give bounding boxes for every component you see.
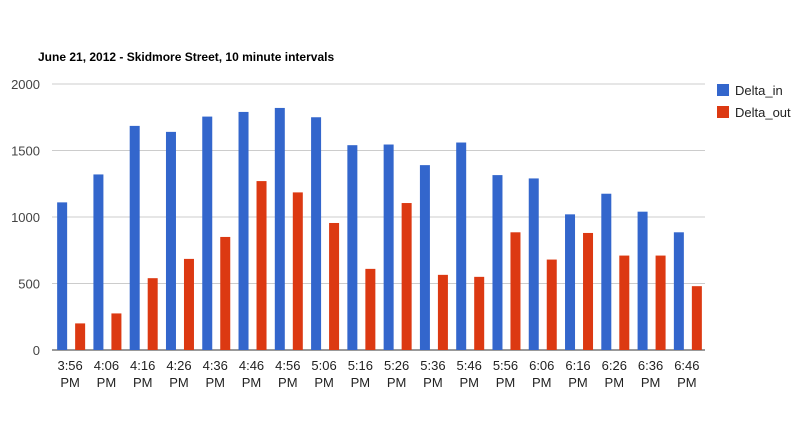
legend-swatch — [717, 84, 729, 96]
bar-delta-out — [474, 276, 485, 350]
bar-delta-in — [528, 178, 539, 350]
x-tick-label: 5:26 PM — [384, 358, 409, 390]
bar-delta-out — [147, 278, 158, 350]
bar-delta-out — [75, 323, 86, 350]
bar-delta-in — [165, 131, 176, 350]
bar-delta-in — [57, 202, 68, 350]
y-tick-label: 0 — [33, 343, 40, 358]
y-axis: 0 500 1000 1500 2000 — [11, 77, 40, 358]
legend: Delta_in Delta_out — [717, 83, 791, 120]
x-tick-label: 6:06 PM — [529, 358, 554, 390]
bar-delta-in — [637, 211, 648, 350]
bar-delta-out — [510, 232, 521, 350]
legend-label: Delta_in — [735, 83, 783, 98]
x-tick-label: 4:46 PM — [239, 358, 264, 390]
bar-delta-out — [292, 192, 303, 350]
bar-delta-in — [492, 175, 503, 350]
x-tick-label: 4:56 PM — [275, 358, 300, 390]
bar-delta-in — [129, 125, 140, 351]
bar-delta-out — [365, 268, 376, 350]
bar-delta-in — [274, 107, 285, 350]
bar-delta-out — [183, 258, 194, 350]
bar-delta-out — [220, 236, 231, 350]
gridlines — [52, 83, 705, 351]
x-axis: 3:56 PM 4:06 PM 4:16 PM 4:26 PM 4:36 PM 4:46 PM 4:56… — [57, 358, 699, 390]
bar-delta-out — [619, 255, 630, 350]
bar-delta-out — [437, 274, 448, 350]
x-tick-label: 3:56 PM — [57, 358, 82, 390]
bars — [57, 107, 702, 351]
y-tick-label: 2000 — [11, 77, 40, 92]
bar-delta-out — [329, 222, 340, 350]
x-tick-label: 6:26 PM — [602, 358, 627, 390]
bar-delta-out — [691, 286, 702, 350]
bar-delta-in — [93, 174, 104, 350]
bar-delta-out — [111, 313, 122, 350]
bar-delta-out — [655, 255, 666, 350]
y-tick-label: 1000 — [11, 210, 40, 225]
bar-delta-out — [546, 259, 557, 350]
x-tick-label: 4:36 PM — [203, 358, 228, 390]
y-tick-label: 1500 — [11, 144, 40, 159]
y-tick-label: 500 — [18, 277, 40, 292]
bar-delta-in — [202, 116, 213, 351]
bar-delta-in — [383, 144, 394, 350]
legend-swatch — [717, 106, 729, 118]
x-tick-label: 6:46 PM — [674, 358, 699, 390]
bar-delta-in — [419, 165, 430, 350]
x-tick-label: 6:36 PM — [638, 358, 663, 390]
bar-delta-in — [311, 117, 322, 350]
x-tick-label: 4:16 PM — [130, 358, 155, 390]
chart-title: June 21, 2012 - Skidmore Street, 10 minu… — [38, 50, 335, 64]
x-tick-label: 4:06 PM — [94, 358, 119, 390]
legend-label: Delta_out — [735, 105, 791, 120]
bar-delta-out — [401, 203, 412, 350]
x-tick-label: 4:26 PM — [166, 358, 191, 390]
bar-delta-in — [456, 142, 467, 350]
bar-delta-out — [256, 181, 267, 350]
x-tick-label: 5:56 PM — [493, 358, 518, 390]
bar-delta-out — [583, 232, 594, 350]
x-tick-label: 5:36 PM — [420, 358, 445, 390]
x-tick-label: 5:46 PM — [457, 358, 482, 390]
x-tick-label: 5:06 PM — [311, 358, 336, 390]
bar-delta-in — [347, 145, 358, 350]
bar-delta-in — [601, 193, 612, 350]
bar-delta-in — [673, 232, 684, 350]
bar-delta-in — [238, 111, 249, 351]
x-tick-label: 6:16 PM — [565, 358, 590, 390]
x-tick-label: 5:16 PM — [348, 358, 373, 390]
bar-delta-in — [565, 214, 576, 350]
